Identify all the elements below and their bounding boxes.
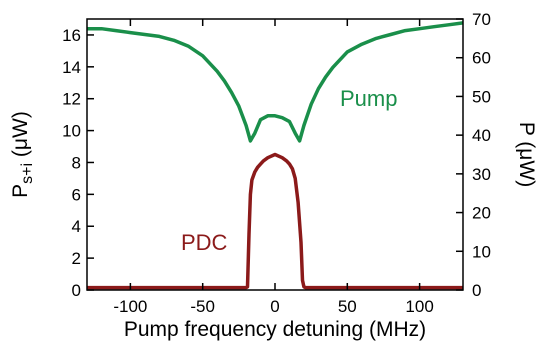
y-left-tick-label: 12 [62, 90, 81, 109]
x-tick-label: -100 [113, 297, 147, 316]
series-layer [87, 21, 464, 290]
series-line-pdc [87, 152, 463, 290]
y-right-tick-label: 50 [472, 87, 491, 106]
series-line-pump [87, 21, 464, 143]
y-left-tick-label: 4 [72, 217, 81, 236]
y-right-tick-label: 0 [472, 281, 481, 300]
y-axis-right-title: P (μW) [515, 122, 538, 187]
y-left-tick-label: 8 [72, 153, 81, 172]
y-axis-left-title-unit: (μW) [9, 111, 32, 163]
y-left-tick-label: 10 [62, 122, 81, 141]
series-label-pdc: PDC [181, 230, 228, 255]
series-label-pump: Pump [340, 86, 397, 111]
y-left-tick-label: 14 [62, 58, 81, 77]
y-right-tick-label: 20 [472, 204, 491, 223]
y-right-tick-label: 70 [472, 10, 491, 29]
x-tick-label: -50 [190, 297, 215, 316]
y-right-tick-label: 60 [472, 49, 491, 68]
y-axis-left-title: Ps+i (μW) [9, 111, 36, 198]
y-left-tick-label: 6 [72, 185, 81, 204]
y-left-tick-label: 16 [62, 26, 81, 45]
y-left-tick-label: 2 [72, 249, 81, 268]
y-axis-left-title-main: P [9, 184, 32, 198]
x-tick-label: 0 [270, 297, 279, 316]
ticks-layer: -100 -50 0 50 100 0 2 4 6 8 10 12 14 16 0 10 20 30 40 50 60 7… [62, 10, 491, 316]
y-left-tick-label: 0 [72, 281, 81, 300]
x-tick-label: 50 [338, 297, 357, 316]
y-right-tick-label: 40 [472, 126, 491, 145]
y-right-tick-label: 30 [472, 165, 491, 184]
y-right-tick-label: 10 [472, 242, 491, 261]
x-axis-title: Pump frequency detuning (MHz) [124, 318, 426, 341]
x-tick-label: 100 [405, 297, 433, 316]
y-axis-left-title-sub: s+i [19, 163, 36, 184]
